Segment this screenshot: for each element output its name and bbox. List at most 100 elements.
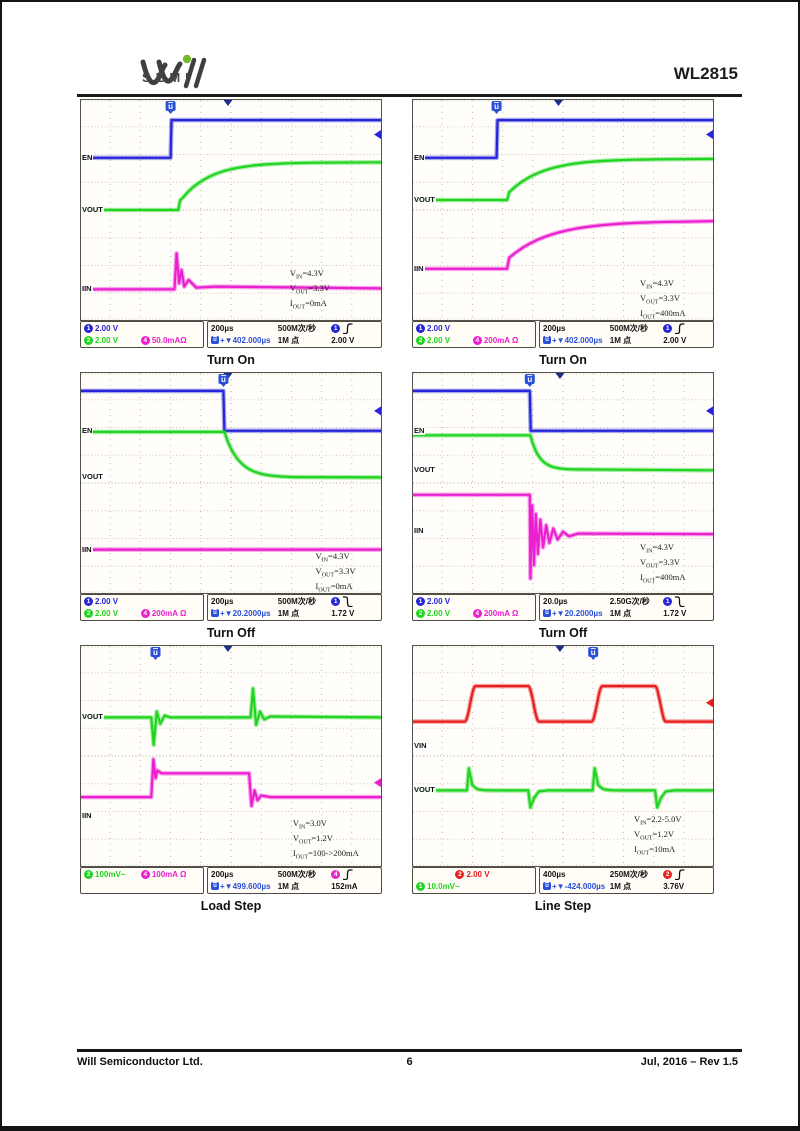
test-condition-line: VIN=4.3V [315,550,350,564]
scope-status-bar: 1 2.00 V 2 2.00 V 4 200mA Ω 20.0µs 2.50G次/秒 1 u +▼… [412,594,714,621]
svg-text:u: u [221,375,226,384]
timebase-readout: 200µs [211,870,234,880]
delay-marker: u [491,101,502,114]
scope-status-bar: 1 2.00 V 2 2.00 V 4 200mA Ω 200µs 500M次/秒 1 u +▼20… [80,594,382,621]
trace-label-vout: VOUT [413,785,436,795]
trigger-channel-badge: 1 [331,324,341,334]
channel-readout: 4 200mA Ω [472,608,530,618]
timebase-trigger-readouts: 200µs 500M次/秒 1 u +▼402.000µs 1M 点 2.00 V [539,321,714,348]
oscilloscope-screenshot: u VOUT IIN VIN=3.0V VOUT=1.2V IOUT=100->200mA [77,645,385,867]
waveform-plot: u [409,99,717,321]
rising-edge-icon [675,869,685,881]
trigger-position-marker [223,100,233,106]
channel-readout: 4 200mA Ω [140,608,198,618]
trace-label-vout: VOUT [81,712,104,722]
record-length-readout: 1M 点 [609,608,632,618]
trace-label-vin: VIN [413,741,428,750]
delay-readout: u +▼-424.000µs [543,882,610,891]
timebase-trigger-readouts: 400µs 250M次/秒 2 u +▼-424.000µs 1M 点 3.76V [539,867,714,894]
delay-icon: u [211,609,219,618]
test-condition-line: VOUT=1.2V [633,828,675,842]
sample-rate-readout: 500M次/秒 [609,324,649,334]
trigger-channel-badge: 1 [663,324,673,334]
channel-readout: 4 50.0mAΩ [140,335,198,345]
delay-icon: u [211,882,219,891]
channel-badge: 2 [455,870,465,880]
timebase-readout: 20.0µs [543,597,568,607]
waveform-plot: u [77,645,385,867]
trigger-level-readout: 2.00 V [331,335,355,345]
rising-edge-icon [343,869,353,881]
sample-rate-readout: 250M次/秒 [609,870,649,880]
channel-readout: 2 2.00 V [416,608,473,618]
trace-label-vout: VOUT [81,472,104,482]
oscilloscope-screenshot: u EN VOUT IIN VIN=4.3V VOUT=3.3V IOUT=0mA [77,99,385,321]
rising-edge-icon [675,323,685,335]
rising-edge-icon [343,323,353,335]
channel-readout: 1 10.0mV~ [416,881,473,891]
scope-status-bar: 1 2.00 V 2 2.00 V 4 50.0mAΩ 200µs 500M次/秒 1 u +▼40… [80,321,382,348]
scope-capture: u EN VOUT IIN VIN=4.3V VOUT=3.3V IOUT=0mA 1 2.00… [77,99,385,372]
falling-edge-icon [675,596,685,608]
channel-readout: 4 100mA Ω [140,870,198,880]
channel-badge: 1 [84,324,93,334]
scope-caption: Turn On [207,353,255,367]
trigger-channel-badge: 4 [331,870,341,880]
record-length-readout: 1M 点 [277,881,300,891]
delay-readout: u +▼20.2000µs [211,609,278,618]
delay-marker: u [165,101,176,114]
delay-readout: u +▼402.000µs [543,336,610,345]
channel-readout: 2 100mV~ [84,870,141,880]
channel-scale: 2.00 V [427,597,451,607]
oscilloscope-screenshot: u EN VOUT IIN VIN=4.3V VOUT=3.3V IOUT=0mA [77,372,385,594]
trace-label-iin: IIN [413,525,425,535]
trigger-position-marker [555,646,565,652]
channel-badge: 2 [416,335,425,345]
record-length-readout: 1M 点 [609,881,632,891]
falling-edge-icon [343,596,353,608]
waveform-plot: u [409,372,717,594]
test-condition-line: VOUT=3.3V [315,565,356,579]
channel-scale: 200mA Ω [483,608,519,618]
timebase-trigger-readouts: 20.0µs 2.50G次/秒 1 u +▼20.2000µs 1M 点 1.72 V [539,594,714,621]
test-conditions: VIN=3.0V VOUT=1.2V IOUT=100->200mA [293,817,359,863]
waveform-plot: u [409,645,717,867]
part-number: WL2815 [673,64,738,83]
footer-revision: Jul, 2016 – Rev 1.5 [640,1056,738,1068]
channel-badge: 1 [416,324,425,334]
trigger-source-readout: 4 [331,869,378,881]
oscilloscope-screenshot: u EN VOUT IIN VIN=4.3V VOUT=3.3V IOUT=400mA [409,99,717,321]
trace-label-vout: VOUT [81,205,104,214]
trigger-channel-badge: 1 [663,597,673,607]
trigger-level-readout: 2.00 V [663,335,687,345]
channel-readout: 4 200mA Ω [472,335,530,345]
channel-badge: 2 [84,870,93,880]
trigger-level-arrow [706,130,713,140]
trigger-source-readout: 1 [663,596,710,608]
trigger-level-readout: 1.72 V [331,608,355,618]
channel-badge: 4 [140,335,150,345]
oscilloscope-screenshot: u EN VOUT IIN VIN=4.3V VOUT=3.3V IOUT=400mA [409,372,717,594]
channel-badge: 2 [84,608,93,618]
trigger-source-readout: 1 [331,323,378,335]
channel-badge: 2 [84,335,93,345]
channel-readouts: 2 2.00 V 1 10.0mV~ [412,867,536,894]
logo-swoosh [140,59,168,86]
trigger-level-arrow [706,698,713,708]
svg-text:u: u [527,375,532,384]
channel-scale: 2.00 V [95,324,119,334]
test-condition-line: IOUT=100->200mA [292,848,359,862]
channel-scale: 2.00 V [427,324,451,334]
footer-company: Will Semiconductor Ltd. [77,1056,203,1068]
test-conditions: VIN=4.3V VOUT=3.3V IOUT=0mA [290,267,330,313]
channel-badge: 1 [416,597,425,607]
channel-scale: 200mA Ω [151,608,187,618]
trigger-channel-badge: 1 [331,597,341,607]
svg-text:u: u [153,648,158,657]
delay-marker: u [150,647,161,660]
trace-label-iin: IIN [81,283,93,293]
test-condition-line: IOUT=0mA [289,298,327,311]
test-condition-line: VOUT=3.3V [289,282,330,296]
scope-caption: Line Step [534,899,592,913]
